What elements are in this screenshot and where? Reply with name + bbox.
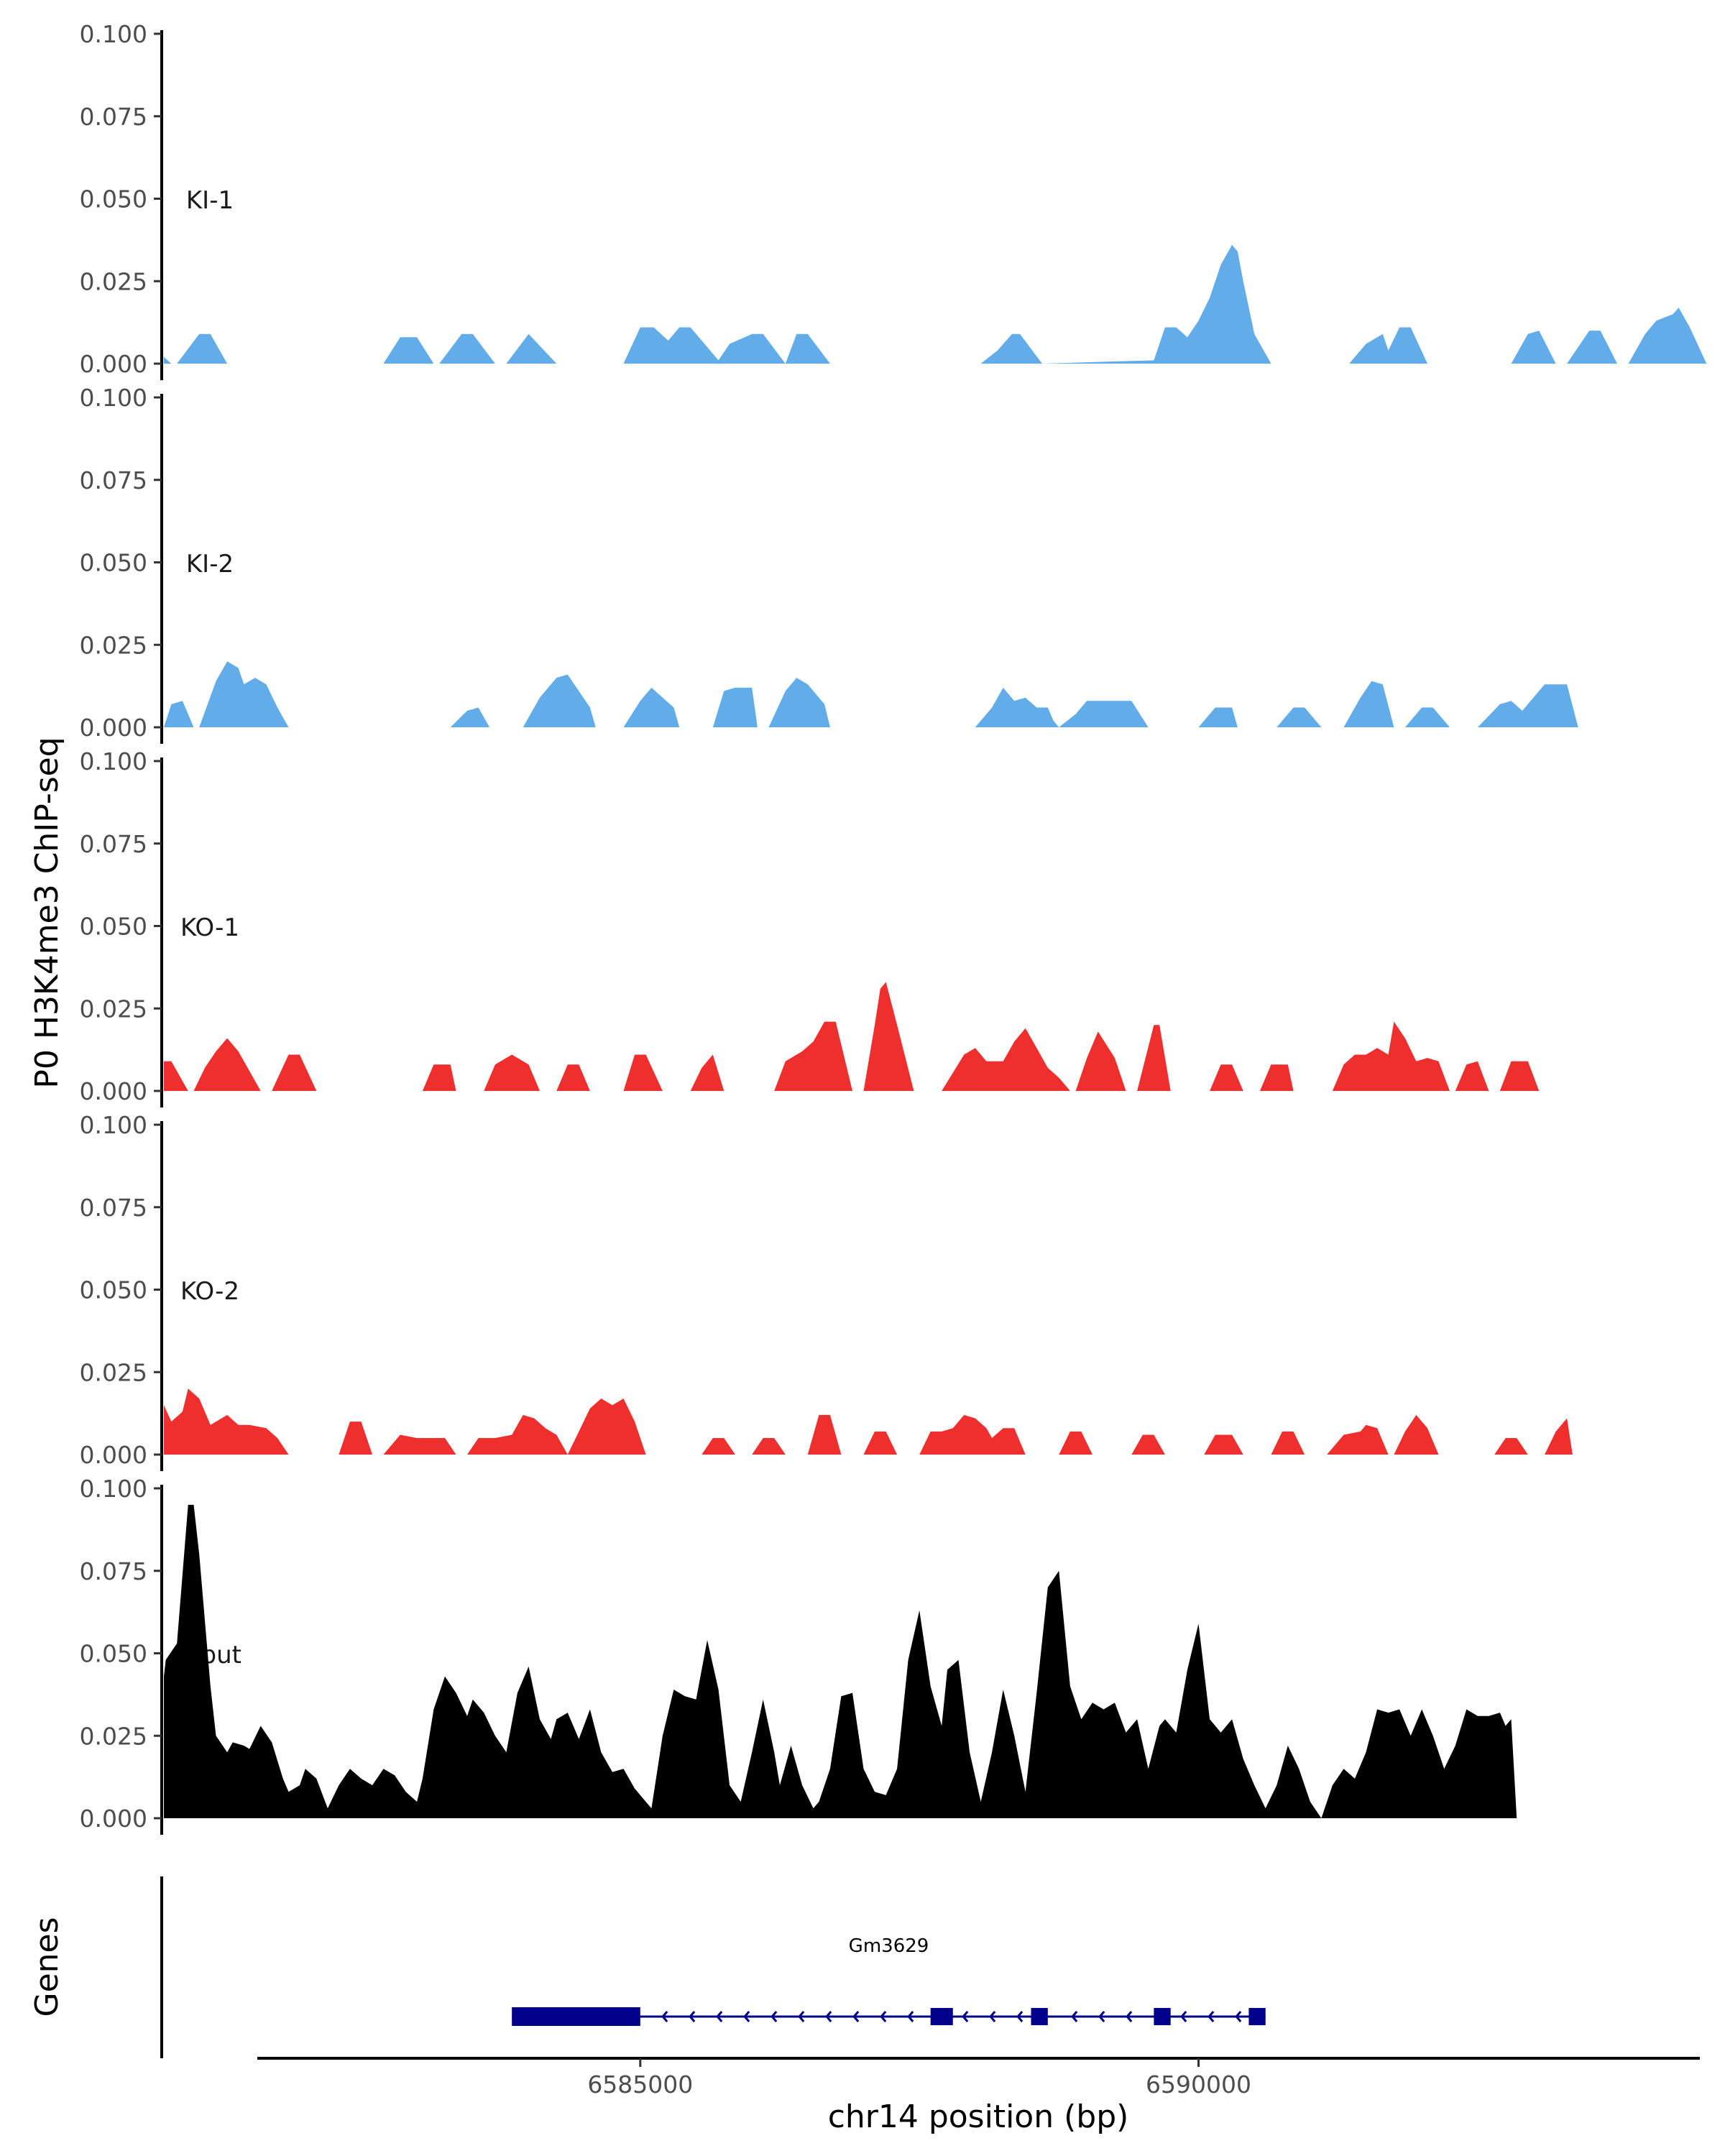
track-ko-1: 0.100 0.075 0.050 0.025 0.000 KO-1 — [80, 747, 1540, 1107]
strand-arrow — [962, 2011, 969, 2022]
y-tick-label: 0.050 — [80, 913, 147, 941]
track-ki-2: 0.100 0.075 0.050 0.025 0.000 KI-2 — [80, 384, 1707, 744]
y-tick-label: 0.050 — [80, 549, 147, 577]
y-tick-label: 0.000 — [80, 1077, 147, 1105]
signal-area-ki-2 — [164, 661, 1707, 727]
signal-area-ko-2 — [164, 1388, 1573, 1455]
strand-arrow — [743, 2011, 750, 2022]
gene-panel-title: Genes — [29, 1917, 65, 2017]
y-tick-label: 0.050 — [80, 1276, 147, 1304]
track-ki-1: 0.100 0.075 0.050 0.025 0.000 KI-1 — [80, 20, 1707, 380]
y-tick-label: 0.000 — [80, 1441, 147, 1469]
gene-exon — [930, 2008, 953, 2025]
y-tick-label: 0.025 — [80, 267, 147, 295]
track-label: KI-1 — [186, 186, 234, 215]
gene-exon — [1248, 2008, 1266, 2025]
y-tick-label: 0.100 — [80, 1111, 147, 1139]
y-tick-label: 0.100 — [80, 1475, 147, 1503]
y-tick-label: 0.100 — [80, 747, 147, 775]
signal-area-input — [164, 1504, 1517, 1818]
strand-arrow — [1016, 2011, 1024, 2022]
track-label: KI-2 — [186, 550, 234, 579]
y-axis-title: P0 H3K4me3 ChIP-seq — [29, 737, 65, 1088]
y-tick-label: 0.100 — [80, 20, 147, 48]
strand-arrow — [798, 2011, 805, 2022]
track-label: KO-1 — [180, 913, 239, 942]
strand-arrow — [825, 2011, 832, 2022]
strand-arrow — [770, 2011, 778, 2022]
strand-arrow — [1180, 2011, 1187, 2022]
y-tick-label: 0.025 — [80, 1722, 147, 1750]
gene-label: Gm3629 — [849, 1935, 929, 1957]
y-tick-label: 0.075 — [80, 466, 147, 494]
x-axis: 6585000 6590000 — [257, 2057, 1700, 2099]
strand-arrow — [716, 2011, 723, 2022]
track-label: KO-2 — [180, 1277, 239, 1306]
x-tick-label: 6590000 — [1146, 2070, 1251, 2099]
strand-arrow — [1126, 2011, 1133, 2022]
strand-arrow — [907, 2011, 914, 2022]
y-tick-label: 0.050 — [80, 1640, 147, 1668]
gene-exon — [1031, 2008, 1048, 2025]
y-tick-label: 0.075 — [80, 830, 147, 858]
y-tick-label: 0.075 — [80, 1557, 147, 1585]
strand-arrow — [1235, 2011, 1242, 2022]
strand-arrow — [689, 2011, 696, 2022]
signal-tracks: 0.1000.0750.0500.0250.000KI-10.1000.0750… — [80, 20, 1707, 1835]
strand-arrow — [989, 2011, 996, 2022]
y-tick-label: 0.100 — [80, 384, 147, 412]
track-ko-2: 0.100 0.075 0.050 0.025 0.000 KO-2 — [80, 1111, 1573, 1471]
strand-arrow — [880, 2011, 887, 2022]
y-tick-label: 0.000 — [80, 714, 147, 742]
signal-area-ko-1 — [164, 982, 1540, 1091]
x-axis-title: chr14 position (bp) — [828, 2099, 1129, 2135]
y-tick-label: 0.075 — [80, 1194, 147, 1222]
y-tick-label: 0.000 — [80, 1805, 147, 1833]
y-tick-label: 0.025 — [80, 1358, 147, 1386]
gene-exon — [1154, 2008, 1171, 2025]
gene-panel: Genes Gm3629 — [29, 1876, 1266, 2058]
gene-model — [512, 2007, 1266, 2026]
strand-arrow — [661, 2011, 668, 2022]
gene-exon — [512, 2007, 640, 2026]
y-tick-label: 0.075 — [80, 103, 147, 131]
strand-arrow — [1071, 2011, 1078, 2022]
y-tick-label: 0.025 — [80, 631, 147, 659]
signal-area-ki-1 — [164, 244, 1707, 364]
x-tick-label: 6585000 — [587, 2070, 693, 2099]
y-tick-label: 0.000 — [80, 350, 147, 378]
strand-arrow — [852, 2011, 860, 2022]
y-tick-label: 0.050 — [80, 185, 147, 213]
strand-arrow — [1208, 2011, 1215, 2022]
strand-arrow — [1098, 2011, 1105, 2022]
y-tick-label: 0.025 — [80, 995, 147, 1023]
